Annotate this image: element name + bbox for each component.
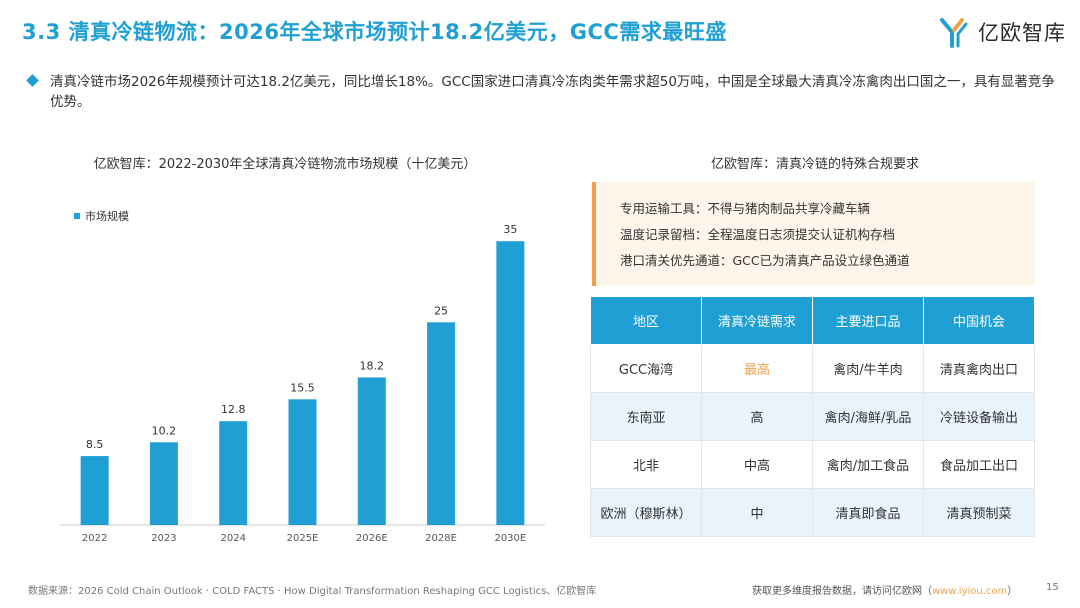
table-row: GCC海湾 最高 禽肉/牛羊肉 清真禽肉出口 (590, 344, 1035, 393)
bar-2028E (427, 322, 456, 525)
bar-2030E (496, 241, 525, 525)
table-cell: 清真预制菜 (923, 488, 1035, 537)
page-title: 3.3 清真冷链物流：2026年全球市场预计18.2亿美元，GCC需求最旺盛 (22, 20, 727, 44)
data-label: 8.5 (86, 438, 104, 451)
table-cell: 北非 (590, 440, 702, 489)
rule-item: 专用运输工具：不得与猪肉制品共享冷藏车辆 (620, 201, 871, 216)
x-tick-label: 2023 (151, 533, 176, 544)
brand-logo: 亿欧智库 (938, 12, 1068, 52)
bar-2025E (288, 399, 317, 525)
footer-cta-prefix: 获取更多维度报告数据，请访问亿欧网（ (752, 586, 932, 597)
table-row: 北非 中高 禽肉/加工食品 食品加工出口 (590, 440, 1035, 489)
x-tick-label: 2026E (356, 533, 388, 544)
bar-2024 (219, 421, 248, 525)
legend-label: 市场规模 (85, 209, 129, 223)
table-row: 欧洲（穆斯林） 中 清真即食品 清真预制菜 (590, 488, 1035, 537)
rule-item: 港口清关优先通道：GCC已为清真产品设立绿色通道 (620, 253, 910, 268)
table-cell: 高 (701, 392, 813, 441)
region-demand-table: 地区 清真冷链需求 主要进口品 中国机会 GCC海湾 最高 禽肉/牛羊肉 清真禽… (590, 296, 1035, 537)
table-row: 东南亚 高 禽肉/海鲜/乳品 冷链设备输出 (590, 392, 1035, 441)
table-cell: 冷链设备输出 (923, 392, 1035, 441)
table-cell: 清真即食品 (812, 488, 924, 537)
table-cell: 禽肉/加工食品 (812, 440, 924, 489)
table-cell: 欧洲（穆斯林） (590, 488, 702, 537)
compliance-rules-box: 专用运输工具：不得与猪肉制品共享冷藏车辆 温度记录留档：全程温度日志须提交认证机… (592, 182, 1035, 286)
x-tick-label: 2028E (425, 533, 457, 544)
chart-title: 亿欧智库：2022-2030年全球清真冷链物流市场规模（十亿美元） (93, 157, 477, 172)
bar-2023 (149, 442, 178, 525)
table-header-cell: 清真冷链需求 (701, 296, 813, 345)
data-label: 35 (503, 223, 517, 236)
x-tick-label: 2022 (82, 533, 107, 544)
logo-text: 亿欧智库 (978, 21, 1066, 45)
table-cell: 禽肉/海鲜/乳品 (812, 392, 924, 441)
table-cell: 中高 (701, 440, 813, 489)
data-label: 12.8 (221, 403, 246, 416)
x-tick-label: 2025E (287, 533, 319, 544)
rule-item: 温度记录留档：全程温度日志须提交认证机构存档 (620, 227, 896, 242)
table-cell: 禽肉/牛羊肉 (812, 344, 924, 393)
footer-website-link[interactable]: www.iyiou.com (932, 586, 1008, 597)
table-cell: 中 (701, 488, 813, 537)
logo-icon (940, 18, 968, 48)
data-label: 15.5 (290, 381, 315, 394)
legend-swatch (74, 213, 80, 219)
summary-text: 清真冷链市场2026年规模预计可达18.2亿美元，同比增长18%。GCC国家进口… (50, 74, 1055, 110)
table-cell: 东南亚 (590, 392, 702, 441)
bar-2022 (80, 456, 109, 525)
data-label: 10.2 (152, 424, 177, 437)
footer-cta: 获取更多维度报告数据，请访问亿欧网（www.iyiou.com） (752, 582, 1017, 597)
bar-2026E (357, 377, 386, 525)
market-size-bar-chart: 市场规模 8.5 2022 10.2 2023 12.8 2024 15.5 2025E 18.… (60, 209, 545, 544)
table-header-row: 地区 清真冷链需求 主要进口品 中国机会 (590, 296, 1035, 345)
table-header-cell: 地区 (590, 296, 702, 345)
x-tick-label: 2030E (494, 533, 526, 544)
footer-cta-suffix: ） (1007, 586, 1018, 597)
table-cell: 清真禽肉出口 (923, 344, 1035, 393)
data-label: 25 (434, 304, 448, 317)
table-header-cell: 主要进口品 (812, 296, 924, 345)
x-tick-label: 2024 (220, 533, 245, 544)
data-source: 数据来源：2026 Cold Chain Outlook · COLD FACT… (28, 586, 597, 597)
summary-block: 清真冷链市场2026年规模预计可达18.2亿美元，同比增长18%。GCC国家进口… (26, 72, 1058, 112)
page-number: 15 (1046, 582, 1059, 593)
table-cell: 最高 (701, 344, 813, 393)
data-label: 18.2 (360, 359, 385, 372)
rules-title: 亿欧智库：清真冷链的特殊合规要求 (710, 157, 919, 172)
table-cell: 食品加工出口 (923, 440, 1035, 489)
table-cell: GCC海湾 (590, 344, 702, 393)
table-header-cell: 中国机会 (923, 296, 1035, 345)
